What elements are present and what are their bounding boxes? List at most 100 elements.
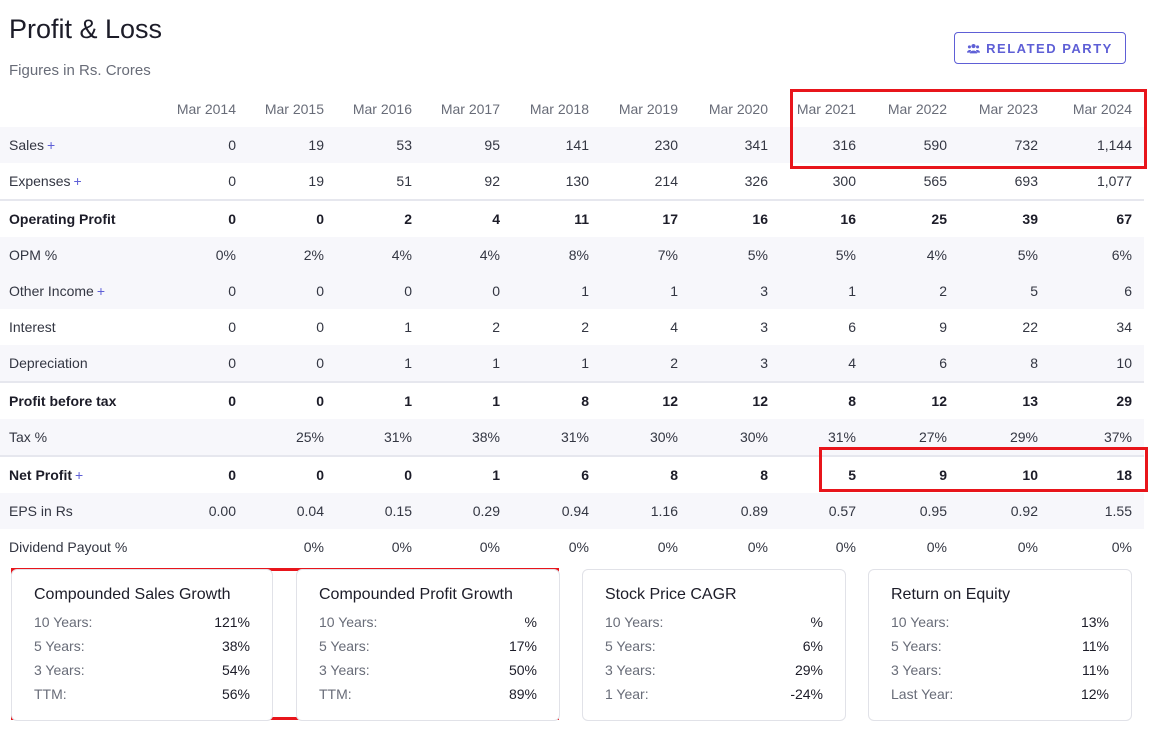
table-cell: 4% bbox=[336, 237, 424, 273]
related-party-button[interactable]: RELATED PARTY bbox=[954, 32, 1126, 64]
table-cell: 8 bbox=[780, 381, 868, 419]
row-label: Operating Profit bbox=[0, 199, 156, 237]
row-label-text: Profit before tax bbox=[9, 393, 117, 409]
table-cell: 39 bbox=[959, 199, 1050, 237]
card-row-value: 13% bbox=[1080, 614, 1109, 630]
card-row-label: TTM: bbox=[319, 686, 352, 702]
table-cell: 5 bbox=[780, 455, 868, 493]
table-cell: 12 bbox=[690, 381, 780, 419]
table-cell: 1 bbox=[424, 381, 512, 419]
card-row-value: 11% bbox=[1082, 638, 1109, 654]
table-cell: 16 bbox=[780, 199, 868, 237]
table-cell: 0% bbox=[391, 539, 412, 555]
table-cell: 8 bbox=[959, 345, 1050, 382]
expand-plus-icon[interactable]: + bbox=[47, 137, 56, 153]
table-cell: 141 bbox=[512, 127, 601, 163]
table-cell: 1.55 bbox=[1050, 493, 1144, 529]
column-header: Mar 2014 bbox=[176, 101, 236, 117]
card-row-label: TTM: bbox=[34, 686, 67, 702]
expand-plus-icon[interactable]: + bbox=[75, 467, 84, 483]
row-label-text: Expenses bbox=[9, 173, 71, 189]
row-label[interactable]: Other Income + bbox=[0, 273, 156, 309]
expand-plus-icon[interactable]: + bbox=[73, 173, 82, 189]
table-row: Operating Profit 0 0 2 4 11 17 16 16 25 39 67 bbox=[0, 199, 1144, 237]
table-cell: 51 bbox=[396, 173, 412, 189]
header-empty bbox=[0, 91, 156, 127]
card-row: 5 Years: 6% bbox=[605, 634, 823, 658]
card-row-label: 5 Years: bbox=[605, 638, 656, 654]
table-cell: 6 bbox=[512, 455, 601, 493]
row-label-text: OPM % bbox=[9, 247, 58, 263]
table-cell: 1,144 bbox=[1050, 127, 1144, 163]
table-cell: 300 bbox=[832, 173, 856, 189]
column-header: Mar 2015 bbox=[264, 101, 324, 117]
table-cell: 9 bbox=[939, 319, 947, 335]
card-row-value: 6% bbox=[802, 638, 823, 654]
card-title: Return on Equity bbox=[891, 586, 1011, 603]
column-header: Mar 2024 bbox=[1072, 101, 1132, 117]
table-cell: 0 bbox=[156, 345, 248, 382]
card-row: 3 Years: 29% bbox=[605, 658, 823, 682]
table-cell: 6% bbox=[1050, 237, 1144, 273]
table-cell: 4 bbox=[424, 199, 512, 237]
table-row: Depreciation 0 0 1 1 1 2 3 4 6 8 10 bbox=[0, 345, 1144, 382]
table-cell: 1.16 bbox=[601, 493, 690, 529]
table-cell: 0.95 bbox=[868, 493, 959, 529]
table-row: Sales +0 19 53 95 141 230 341 316 590 732 1,144 bbox=[0, 127, 1144, 163]
table-cell: 0% bbox=[303, 539, 324, 555]
table-cell: 30% bbox=[690, 419, 780, 456]
table-cell: 30% bbox=[601, 419, 690, 456]
metric-card: Stock Price CAGR 10 Years:% 5 Years: 6% 3 Ye… bbox=[582, 569, 846, 721]
card-row-value: % bbox=[524, 614, 537, 630]
table-cell: 316 bbox=[780, 127, 868, 163]
row-label[interactable]: Net Profit + bbox=[0, 455, 156, 493]
table-cell: 38% bbox=[424, 419, 512, 456]
row-label[interactable]: Expenses + bbox=[0, 163, 156, 200]
table-cell: 326 bbox=[744, 173, 768, 189]
metric-card: Return on Equity 10 Years: 13% 5 Years: 11% 3… bbox=[868, 569, 1132, 721]
table-cell: 1 bbox=[424, 455, 512, 493]
column-header: Mar 2023 bbox=[978, 101, 1038, 117]
card-row-label: 1 Year: bbox=[605, 686, 649, 702]
table-cell: 565 bbox=[923, 173, 947, 189]
card-title: Compounded Sales Growth bbox=[34, 586, 231, 603]
table-row: Profit before tax 0 0 1 1 8 12 12 8 12 13 29 bbox=[0, 381, 1144, 419]
card-row: 1 Year: -24% bbox=[605, 682, 823, 706]
table-cell: 31% bbox=[336, 419, 424, 456]
table-cell: 2 bbox=[601, 345, 690, 382]
table-cell: 10 bbox=[1050, 345, 1144, 382]
row-label: Depreciation bbox=[0, 345, 156, 382]
table-cell: 2 bbox=[581, 319, 589, 335]
card-row-value: 12% bbox=[1080, 686, 1109, 702]
card-row-label: 5 Years: bbox=[891, 638, 942, 654]
expand-plus-icon[interactable]: + bbox=[96, 283, 106, 299]
table-cell: 0 bbox=[248, 273, 336, 309]
users-icon bbox=[967, 43, 981, 53]
column-header: Mar 2017 bbox=[440, 101, 500, 117]
card-row-label: 5 Years: bbox=[319, 638, 370, 654]
table-cell: 10 bbox=[959, 455, 1050, 493]
row-label: Interest bbox=[0, 309, 156, 345]
table-cell: 0 bbox=[156, 455, 248, 493]
row-label-text: Net Profit bbox=[9, 467, 72, 483]
column-header: Mar 2016 bbox=[352, 101, 412, 117]
card-row-value: -24% bbox=[790, 686, 823, 702]
row-label[interactable]: Sales + bbox=[0, 127, 156, 163]
row-label: Tax % bbox=[0, 419, 156, 456]
card-row-value: 121% bbox=[214, 614, 250, 630]
table-cell: 5% bbox=[959, 237, 1050, 273]
table-cell: 732 bbox=[959, 127, 1050, 163]
table-cell: 16 bbox=[690, 199, 780, 237]
row-label: OPM % bbox=[0, 237, 156, 273]
column-header: Mar 2021 bbox=[796, 101, 856, 117]
table-cell: 214 bbox=[654, 173, 678, 189]
table-cell: 230 bbox=[601, 127, 690, 163]
table-cell: 0% bbox=[835, 539, 856, 555]
row-label-text: Interest bbox=[9, 319, 56, 335]
page-subtitle: Figures in Rs. Crores bbox=[9, 62, 151, 79]
table-cell: 0.57 bbox=[780, 493, 868, 529]
card-row: 3 Years: 11% bbox=[891, 658, 1109, 682]
metric-card: Compounded Profit Growth 10 Years:% 5 Year… bbox=[296, 569, 560, 721]
table-cell: 0 bbox=[248, 199, 336, 237]
table-cell: 0% bbox=[568, 539, 589, 555]
